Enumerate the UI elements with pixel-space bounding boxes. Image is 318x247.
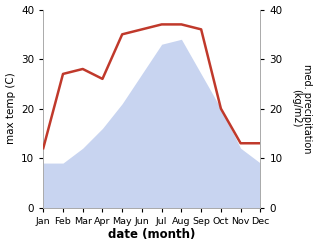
X-axis label: date (month): date (month) xyxy=(108,228,196,242)
Y-axis label: med. precipitation
(kg/m2): med. precipitation (kg/m2) xyxy=(291,64,313,153)
Y-axis label: max temp (C): max temp (C) xyxy=(5,73,16,144)
